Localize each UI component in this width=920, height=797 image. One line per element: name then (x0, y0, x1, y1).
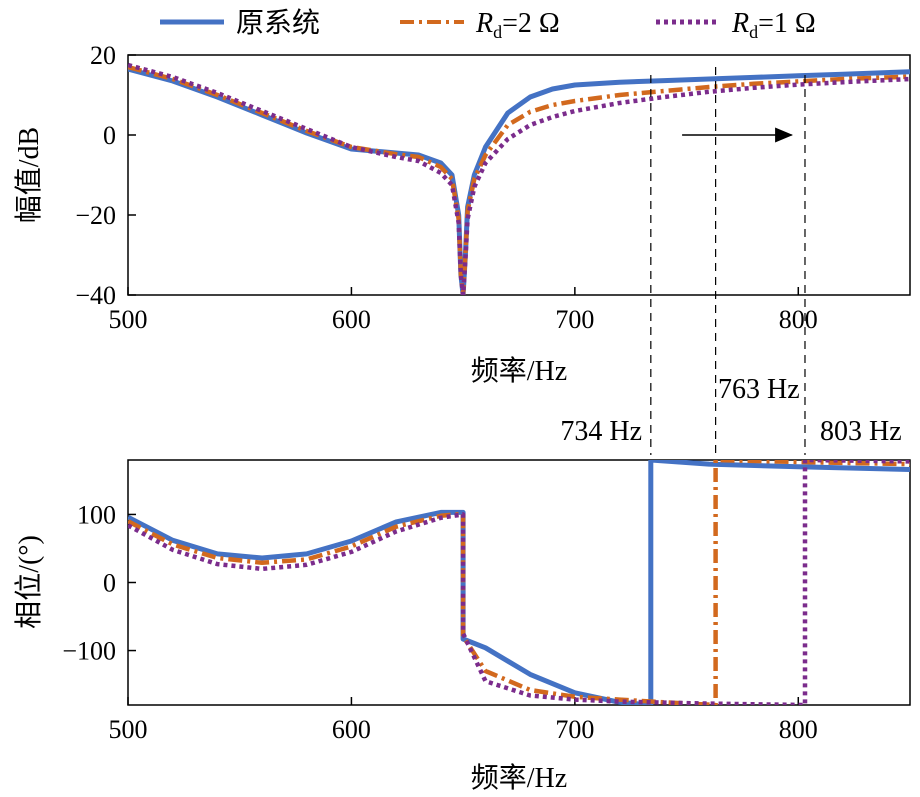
magnitude-ytick-label: −20 (75, 201, 116, 230)
phase-ylabel: 相位/(°) (13, 535, 45, 629)
phase-ytick-label: 0 (103, 569, 116, 598)
annotation-734hz: 734 Hz (560, 416, 642, 447)
magnitude-ytick-label: 0 (103, 121, 116, 150)
magnitude-xlabel: 频率/Hz (471, 355, 567, 387)
magnitude-ylabel: 幅值/dB (13, 127, 45, 223)
legend-label-original: 原系统 (236, 7, 320, 39)
phase-ticks: 500 600 700 800 −100 0 100 (62, 500, 817, 744)
annotation-803hz: 803 Hz (820, 416, 902, 447)
annotation-763hz: 763 Hz (718, 374, 800, 405)
magnitude-xtick-label: 500 (109, 305, 148, 334)
phase-series-0 (128, 460, 910, 705)
phase-xtick-label: 800 (779, 715, 818, 744)
magnitude-lines (128, 62, 910, 295)
magnitude-series-2 (128, 62, 910, 295)
phase-xtick-label: 600 (332, 715, 371, 744)
magnitude-frame (127, 54, 911, 296)
magnitude-ytick-label: −40 (75, 281, 116, 310)
magnitude-xtick-label: 600 (332, 305, 371, 334)
magnitude-ytick-label: 20 (90, 41, 116, 70)
magnitude-xtick-label: 800 (779, 305, 818, 334)
phase-lines (128, 460, 910, 705)
phase-xlabel: 频率/Hz (471, 762, 567, 794)
legend-label-rd1: Rd=1 Ω (731, 8, 816, 42)
frequency-marker-lines (650, 67, 806, 455)
phase-series-1 (128, 460, 910, 705)
phase-xtick-label: 500 (109, 715, 148, 744)
phase-ytick-label: 100 (77, 500, 116, 529)
phase-xtick-label: 700 (555, 715, 594, 744)
magnitude-xtick-label: 700 (555, 305, 594, 334)
legend: 原系统 Rd=2 Ω Rd=1 Ω (160, 7, 816, 42)
magnitude-ticks: 500 600 700 800 −40 −20 0 20 (75, 41, 817, 334)
legend-label-rd2: Rd=2 Ω (475, 8, 560, 42)
magnitude-panel: 500 600 700 800 −40 −20 0 20 频率/Hz 幅值/dB (13, 41, 911, 387)
phase-ytick-label: −100 (62, 637, 116, 666)
magnitude-series-1 (128, 64, 910, 295)
phase-panel: 500 600 700 800 −100 0 100 频率/Hz 相位/(°) (13, 459, 911, 794)
